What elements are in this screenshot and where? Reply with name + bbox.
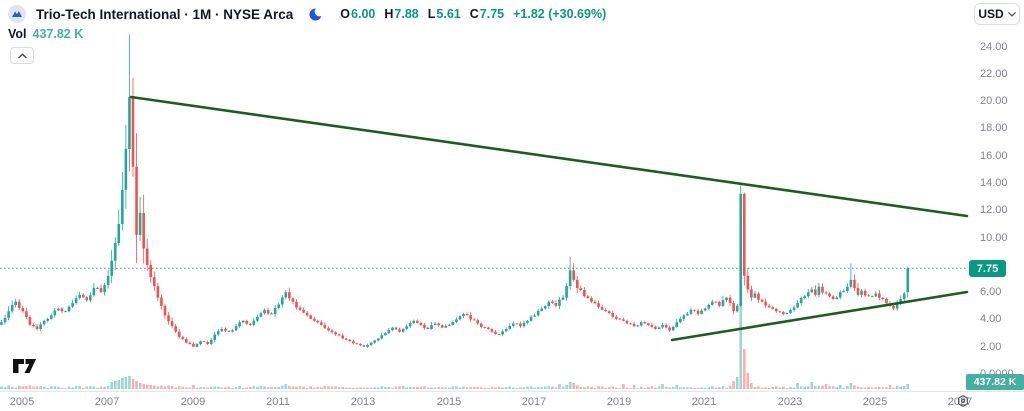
close-label: C	[469, 7, 479, 21]
trendline-ascending-support[interactable]	[670, 290, 969, 342]
price-tick-label: 12.00	[980, 204, 1008, 216]
last-price-badge: 7.75	[969, 260, 1006, 277]
mountain-logo-icon	[12, 11, 22, 17]
candlestick-chart[interactable]	[0, 0, 1024, 391]
currency-dropdown-button[interactable]: USD	[974, 3, 1020, 25]
price-tick-label: 4.00	[980, 313, 1002, 325]
volume-legend: Vol 437.82 K	[8, 27, 83, 41]
year-tick-label: 2005	[9, 396, 35, 408]
year-tick-label: 2021	[691, 396, 717, 408]
price-tick-label: 6.00	[980, 286, 1002, 298]
market-closed-moon-icon[interactable]	[309, 7, 323, 21]
tradingview-watermark-logo	[13, 359, 36, 373]
close-value: 7.75	[479, 7, 505, 21]
volume-bars	[0, 301, 910, 389]
price-tick-label: 24.00	[980, 41, 1008, 53]
price-tick-label: 2.00	[980, 341, 1002, 353]
year-tick-label: 2023	[777, 396, 803, 408]
time-scale[interactable]: 2005 2007 2009 2011 2013 2015 2017 2019 2021 2023…	[0, 391, 1024, 411]
change-value: +1.82 (+30.69%)	[513, 7, 607, 21]
volume-value: 437.82 K	[32, 27, 84, 41]
year-tick-label: 2009	[180, 396, 206, 408]
low-value: 5.61	[436, 7, 461, 21]
open-label: O	[340, 7, 351, 21]
price-tick-label: 10.00	[980, 232, 1008, 244]
year-tick-label: 2025	[862, 396, 888, 408]
symbol-logo[interactable]	[8, 5, 26, 23]
high-label: H	[384, 7, 394, 21]
price-tick-label: 22.00	[980, 68, 1008, 80]
year-tick-label: 2007	[94, 396, 120, 408]
open-value: 6.00	[351, 7, 376, 21]
ohlc-values: O 6.00 H 7.88 L 5.61 C 7.75 +1.82 (+30.69%)	[340, 7, 606, 21]
price-tick-label: 18.00	[980, 122, 1008, 134]
year-tick-label: 2013	[350, 396, 376, 408]
year-tick-label: 2015	[436, 396, 462, 408]
year-tick-label: 2017	[521, 396, 547, 408]
chevron-up-icon	[17, 52, 27, 58]
scale-settings-gear-icon[interactable]	[955, 393, 971, 409]
chart-legend: Trio-Tech International · 1M · NYSE Arca…	[8, 5, 606, 23]
collapse-pane-button[interactable]	[10, 47, 34, 64]
year-tick-label: 2019	[606, 396, 632, 408]
year-tick-label: 2011	[266, 396, 290, 408]
volume-label: Vol	[8, 27, 27, 41]
symbol-title[interactable]: Trio-Tech International · 1M · NYSE Arca	[36, 6, 294, 22]
price-tick-label: 20.00	[980, 95, 1008, 107]
price-tick-label: 16.00	[980, 150, 1008, 162]
price-tick-label: 14.00	[980, 177, 1008, 189]
price-scale[interactable]: 24.00 22.00 20.00 18.00 16.00 14.00 12.00 10.00…	[966, 0, 1024, 390]
trendline-descending-resistance[interactable]	[129, 95, 969, 218]
high-value: 7.88	[394, 7, 419, 21]
volume-axis-badge: 437.82 K	[966, 374, 1024, 390]
low-label: L	[427, 7, 436, 21]
chevron-down-icon	[1007, 11, 1016, 17]
currency-label: USD	[978, 7, 1004, 21]
